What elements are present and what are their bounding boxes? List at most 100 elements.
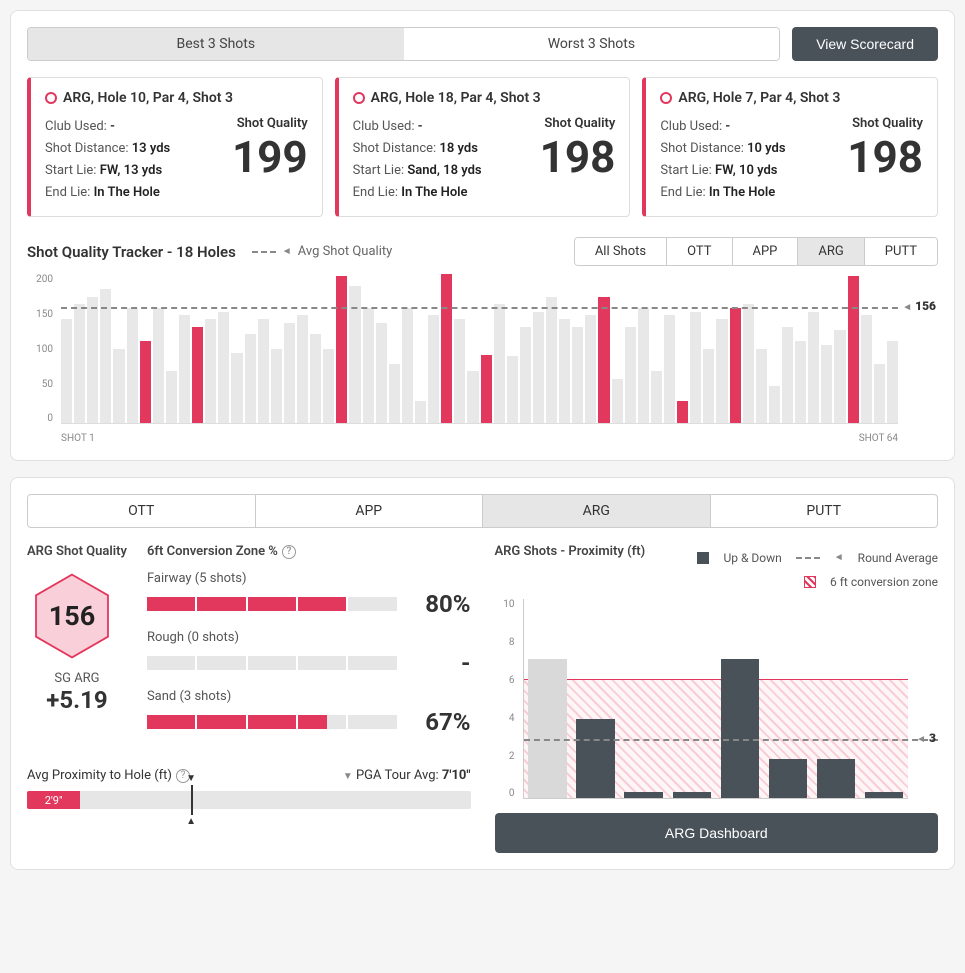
shot-card[interactable]: ARG, Hole 10, Par 4, Shot 3 Club Used: -… [27,77,323,217]
bottom-tab-putt[interactable]: PUTT [711,495,938,527]
prox-bar[interactable] [865,792,903,798]
prox-chart: 1086420 ◄ 3 [495,599,939,799]
tracker-bar[interactable] [415,401,426,423]
tracker-bar[interactable] [127,308,138,423]
tracker-bar[interactable] [349,286,360,424]
tracker-bar[interactable] [834,330,845,423]
tracker-bar[interactable] [100,289,111,423]
tracker-bar[interactable] [87,297,98,424]
filter-app[interactable]: APP [733,238,799,265]
tracker-bar[interactable] [572,327,583,424]
tracker-bar[interactable] [113,349,124,424]
card-title: ARG, Hole 18, Par 4, Shot 3 [371,90,541,106]
tracker-bar[interactable] [808,312,819,424]
tracker-bar[interactable] [638,308,649,423]
tracker-bar[interactable] [585,315,596,423]
tracker-bar[interactable] [677,401,688,423]
tracker-bar[interactable] [769,386,780,423]
tracker-bar[interactable] [664,315,675,423]
tracker-bar[interactable] [782,327,793,424]
tracker-bar[interactable] [467,371,478,423]
tracker-bar[interactable] [402,308,413,423]
tracker-bar[interactable] [166,371,177,423]
tracker-bar[interactable] [625,327,636,424]
filter-all-shots[interactable]: All Shots [575,238,667,265]
tracker-bar[interactable] [245,334,256,423]
help-icon[interactable]: ? [282,545,296,559]
prox-bar[interactable] [673,792,711,798]
tracker-bar[interactable] [61,319,72,423]
filter-ott[interactable]: OTT [667,238,732,265]
prox-row: Avg Proximity to Hole (ft) ? ▼ PGA Tour … [27,768,471,783]
tracker-bar[interactable] [821,345,832,423]
bottom-tab-arg[interactable]: ARG [483,495,711,527]
tracker-bar[interactable] [743,304,754,423]
tracker-bar[interactable] [258,319,269,423]
view-scorecard-button[interactable]: View Scorecard [792,27,938,61]
conv-row: Fairway (5 shots)80% [147,571,471,618]
tracker-bar[interactable] [520,327,531,424]
tracker-bar[interactable] [546,297,557,424]
prox-bar[interactable] [576,719,614,799]
arg-dashboard-button[interactable]: ARG Dashboard [495,813,939,853]
tracker-bar[interactable] [205,319,216,423]
tracker-bar[interactable] [376,323,387,424]
best-worst-tabs: Best 3 Shots Worst 3 Shots [27,27,780,61]
prox-bar[interactable] [721,659,759,798]
tracker-bar[interactable] [310,334,321,423]
tracker-bar[interactable] [297,315,308,423]
prox-bar[interactable] [624,792,662,798]
conv-row: Rough (0 shots)- [147,630,471,677]
tab-best-shots[interactable]: Best 3 Shots [28,28,404,60]
tracker-bar[interactable] [218,312,229,424]
tracker-bar[interactable] [153,308,164,423]
tracker-bar[interactable] [454,319,465,423]
prox-bar[interactable] [528,659,566,798]
tracker-bar[interactable] [690,312,701,424]
tracker-bar[interactable] [533,312,544,424]
filter-putt[interactable]: PUTT [865,238,937,265]
tracker-bar[interactable] [716,319,727,423]
tracker-bar[interactable] [612,379,623,424]
tracker-bar[interactable] [861,315,872,423]
tracker-bar[interactable] [323,349,334,424]
tracker-bar[interactable] [192,327,203,424]
tracker-bar[interactable] [336,276,347,424]
prox-bar[interactable] [817,759,855,799]
tracker-bar[interactable] [651,371,662,423]
tracker-bar[interactable] [756,349,767,424]
bottom-tab-app[interactable]: APP [256,495,484,527]
conversion-column: 6ft Conversion Zone % ? Fairway (5 shots… [147,544,471,748]
tracker-bar[interactable] [140,341,151,423]
prox-bar[interactable] [769,759,807,799]
tracker-bar[interactable] [481,355,492,424]
tracker-bar[interactable] [598,297,609,424]
tracker-filter-tabs: All ShotsOTTAPPARGPUTT [574,237,938,266]
hex-column: ARG Shot Quality 156 SG ARG +5.19 [27,544,127,748]
shot-card[interactable]: ARG, Hole 18, Par 4, Shot 3 Club Used: -… [335,77,631,217]
shot-card[interactable]: ARG, Hole 7, Par 4, Shot 3 Club Used: - … [642,77,938,217]
tracker-bar[interactable] [74,304,85,423]
tracker-bar[interactable] [271,349,282,424]
tracker-bar[interactable] [494,304,505,423]
tracker-bar[interactable] [284,323,295,424]
tracker-y-axis: 200150100500 [27,274,57,424]
tracker-bar[interactable] [874,364,885,424]
tracker-bar[interactable] [179,315,190,423]
tracker-bar[interactable] [848,276,859,424]
ring-icon [660,92,672,104]
tracker-bar[interactable] [231,353,242,424]
filter-arg[interactable]: ARG [798,238,864,265]
tab-worst-shots[interactable]: Worst 3 Shots [404,28,780,60]
bottom-tab-ott[interactable]: OTT [28,495,256,527]
tracker-bar[interactable] [887,341,898,423]
tracker-bar[interactable] [730,308,741,423]
tracker-bar[interactable] [441,274,452,423]
tracker-bar[interactable] [507,356,518,423]
tracker-bar[interactable] [559,319,570,423]
tracker-bar[interactable] [795,341,806,423]
tracker-bar[interactable] [389,364,400,424]
tracker-bar[interactable] [363,308,374,423]
tracker-bar[interactable] [703,349,714,424]
tracker-bar[interactable] [428,315,439,423]
